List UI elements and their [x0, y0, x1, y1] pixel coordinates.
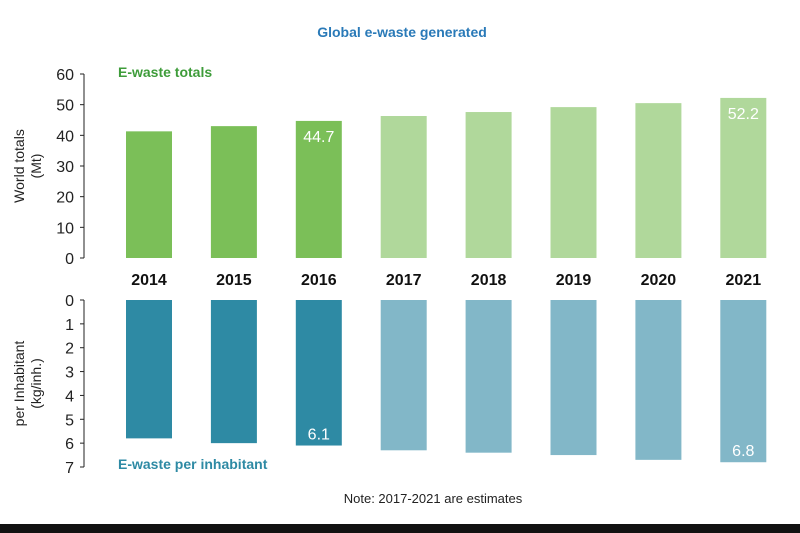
per-inhabitant-tick-label: 7: [65, 460, 74, 477]
year-label-2021: 2021: [726, 272, 762, 289]
per-inhabitant-tick-label: 1: [65, 317, 74, 334]
totals-bar-2020: [635, 103, 682, 258]
totals-tick-label: 20: [56, 190, 74, 207]
bottom-strip: [0, 524, 800, 533]
year-label-2014: 2014: [131, 272, 167, 289]
chart-note: Note: 2017-2021 are estimates: [344, 491, 523, 506]
totals-y-axis-title: World totals: [11, 129, 27, 203]
totals-bar-2016: [295, 120, 342, 258]
totals-tick-label: 60: [56, 67, 74, 84]
per-inhabitant-tick-label: 5: [65, 412, 74, 429]
per-inhabitant-bar-2014: [126, 300, 172, 439]
per-inhabitant-tick-label: 3: [65, 365, 74, 382]
per-inhabitant-y-axis-title: (kg/inh.): [28, 358, 44, 409]
per-inhabitant-y-axis-title: per Inhabitant: [11, 341, 27, 427]
totals-tick-label: 10: [56, 220, 74, 237]
totals-tick-label: 40: [56, 128, 74, 145]
totals-bar-2015: [210, 126, 257, 258]
per-inhabitant-data-label-2016: 6.1: [308, 427, 330, 444]
chart-title: Global e-waste generated: [317, 24, 487, 40]
year-label-2020: 2020: [641, 272, 677, 289]
per-inhabitant-bar-2021: [720, 300, 767, 463]
year-label-2017: 2017: [386, 272, 422, 289]
year-label-2016: 2016: [301, 272, 337, 289]
totals-data-label-2016: 44.7: [303, 129, 334, 146]
per-inhabitant-series-label: E-waste per inhabitant: [118, 456, 268, 472]
per-inhabitant-tick-label: 4: [65, 388, 74, 405]
totals-bar-2019: [550, 107, 597, 259]
year-tick-labels: 2014 2015 2016 2017 2018 2019 2020 2021: [131, 272, 761, 289]
per-inhabitant-bar-2017: [380, 300, 427, 451]
per-inhabitant-tick-label: 6: [65, 436, 74, 453]
totals-bar-2017: [380, 116, 427, 258]
totals-tick-label: 50: [56, 98, 74, 115]
totals-bar-2014: [126, 131, 172, 258]
totals-y-axis-title: (Mt): [28, 154, 44, 179]
totals-bar-2018: [465, 112, 512, 258]
per-inhabitant-panel: 0 1 2 3 4 5 6 7 6.1 6.8 per Inhabitant (kg/inh.): [11, 293, 767, 477]
year-label-2018: 2018: [471, 272, 507, 289]
totals-tick-label: 30: [56, 159, 74, 176]
per-inhabitant-bar-2018: [465, 300, 512, 453]
totals-bar-2021: [720, 97, 767, 258]
year-label-2015: 2015: [216, 272, 252, 289]
totals-tick-label: 0: [65, 251, 74, 268]
totals-data-label-2021: 52.2: [728, 106, 759, 123]
per-inhabitant-bar-2016: [295, 300, 342, 446]
per-inhabitant-tick-label: 0: [65, 293, 74, 310]
per-inhabitant-bar-2015: [210, 300, 257, 444]
per-inhabitant-tick-label: 2: [65, 341, 74, 358]
year-label-2019: 2019: [556, 272, 592, 289]
per-inhabitant-bar-2020: [635, 300, 682, 460]
totals-series-label: E-waste totals: [118, 64, 212, 80]
per-inhabitant-bar-2019: [550, 300, 597, 456]
totals-panel: 0 10 20 30 40 50 60 44.7 52.2 World totals (Mt): [11, 67, 767, 268]
per-inhabitant-data-label-2021: 6.8: [732, 443, 754, 460]
